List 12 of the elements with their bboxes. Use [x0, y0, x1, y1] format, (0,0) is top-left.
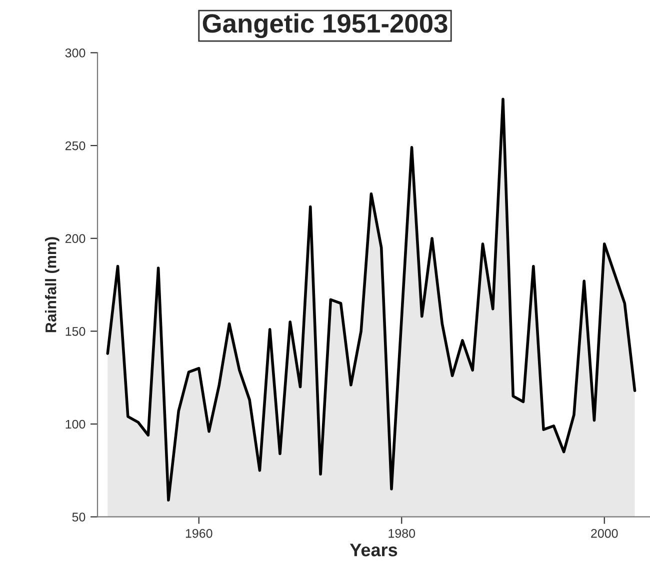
x-tick-label: 1980: [388, 528, 416, 538]
y-tick-label: 50: [72, 512, 86, 522]
y-tick-label: 300: [65, 48, 86, 58]
y-axis-title: Rainfall (mm): [45, 237, 60, 332]
y-tick-label: 100: [66, 420, 86, 429]
x-tick-label: 2000: [591, 528, 618, 538]
chart-title: Gangetic 1951-2003: [202, 13, 448, 38]
y-tick-label: 250: [65, 141, 86, 150]
y-tick-label: 200: [65, 234, 86, 244]
x-axis-title: Years: [350, 544, 398, 556]
x-tick-label: 1960: [186, 528, 212, 538]
y-tick-label: 150: [66, 326, 86, 336]
